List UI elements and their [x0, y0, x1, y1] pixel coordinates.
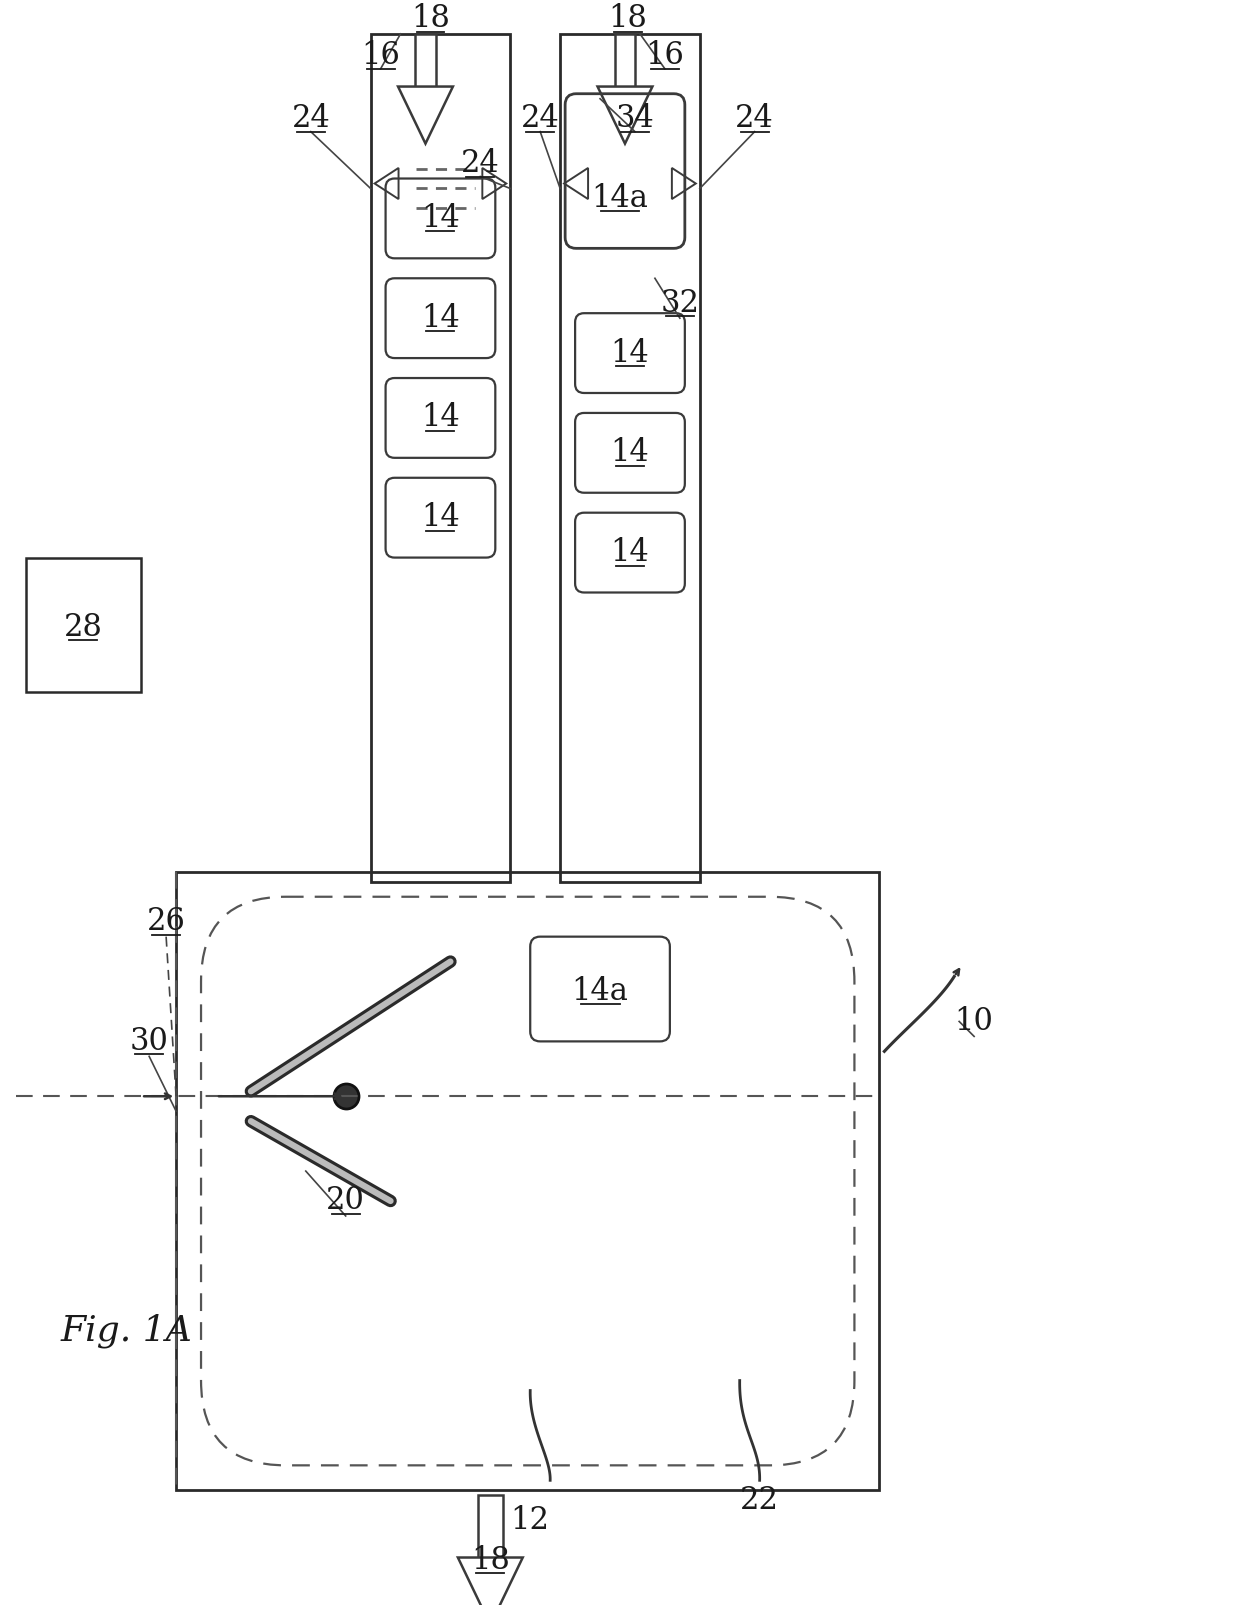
Text: 14: 14 [422, 403, 460, 433]
Text: 24: 24 [291, 103, 330, 135]
Text: 10: 10 [955, 1006, 993, 1037]
Polygon shape [398, 87, 453, 143]
Text: 16: 16 [361, 40, 401, 71]
Text: 32: 32 [661, 287, 699, 319]
Polygon shape [458, 1557, 523, 1605]
Text: 12: 12 [511, 1505, 549, 1536]
Bar [176, 872, 879, 1491]
Text: 22: 22 [740, 1485, 779, 1515]
Bar [415, 34, 436, 87]
Polygon shape [598, 87, 652, 143]
Text: 20: 20 [326, 1186, 365, 1217]
Text: 14: 14 [422, 303, 460, 334]
Text: 18: 18 [410, 3, 450, 34]
Text: 14a: 14a [572, 976, 629, 1006]
Text: 14: 14 [422, 502, 460, 533]
Text: 28: 28 [64, 612, 103, 644]
Polygon shape [374, 169, 398, 199]
Text: 30: 30 [130, 1026, 169, 1056]
Text: 14: 14 [610, 337, 650, 369]
Bar [371, 34, 511, 881]
Text: 16: 16 [646, 40, 684, 71]
Text: 14a: 14a [591, 183, 649, 213]
Polygon shape [672, 169, 696, 199]
Text: 18: 18 [609, 3, 647, 34]
Bar [560, 34, 699, 881]
Text: Fig. 1A: Fig. 1A [61, 1313, 192, 1348]
Text: 26: 26 [146, 907, 186, 937]
Text: 14: 14 [422, 202, 460, 234]
Bar [26, 557, 141, 692]
Polygon shape [482, 169, 506, 199]
Text: 14: 14 [610, 437, 650, 469]
Bar [615, 34, 635, 87]
Text: 18: 18 [471, 1544, 510, 1576]
Text: 24: 24 [461, 148, 500, 180]
Text: 24: 24 [735, 103, 774, 135]
Polygon shape [564, 169, 588, 199]
Text: 14: 14 [610, 538, 650, 568]
Text: 24: 24 [521, 103, 559, 135]
Text: 34: 34 [615, 103, 655, 135]
Bar [477, 1496, 502, 1557]
